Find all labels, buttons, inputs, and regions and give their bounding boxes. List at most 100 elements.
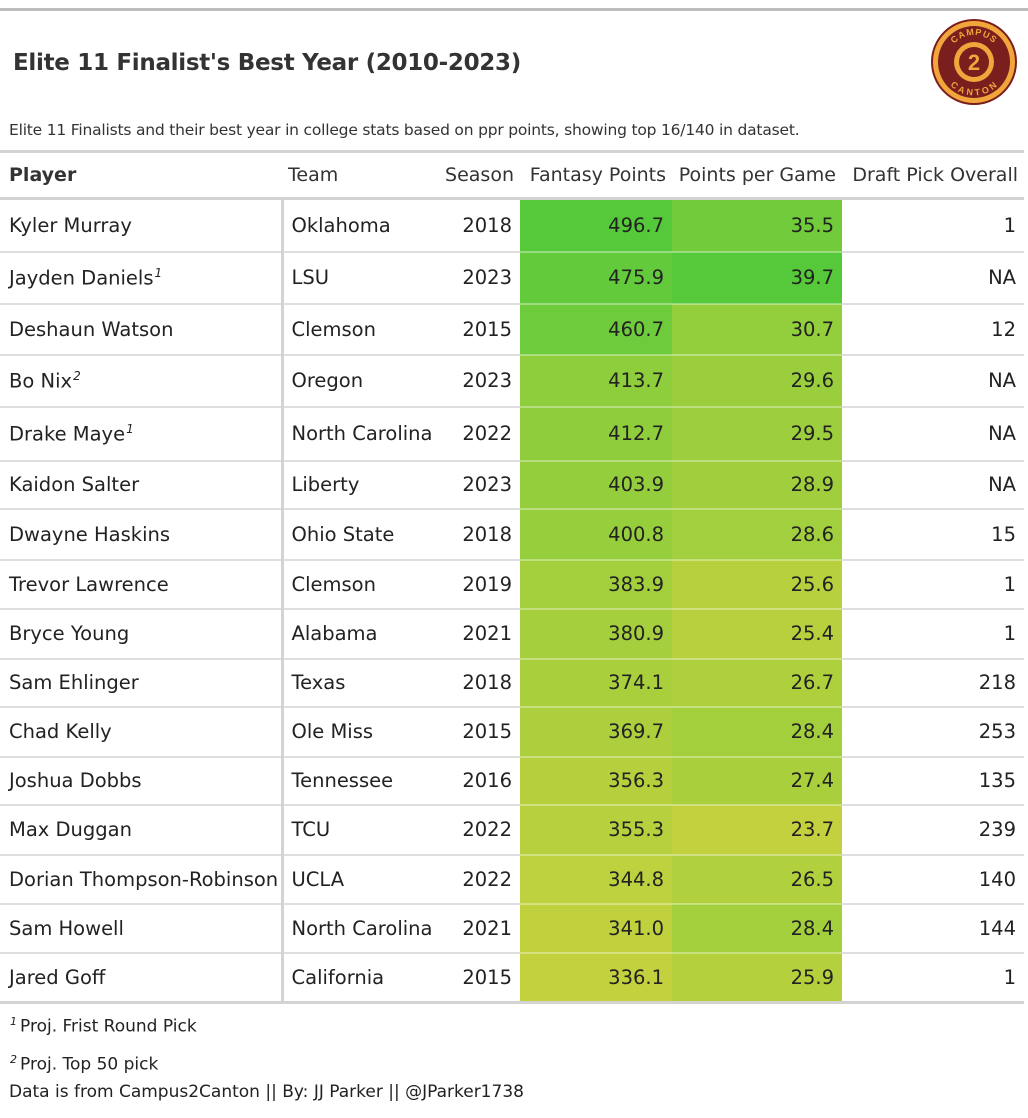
top-rule [0, 8, 1028, 11]
player-name: Dwayne Haskins [9, 522, 171, 546]
cell-draft-pick: 1 [842, 952, 1024, 1004]
cell-ppg-display: 25.6 [672, 559, 842, 610]
footnote-mark: 1 [10, 1015, 17, 1028]
cell-value: 341.0 [608, 916, 664, 940]
column-header-player: Player [0, 150, 282, 200]
column-header-season: Season [439, 150, 520, 200]
cell-season: 2023 [439, 251, 520, 305]
table-row: Bryce Young Alabama 2021 380.9 25.4 1 [0, 608, 1024, 660]
cell-value: NA [988, 266, 1016, 289]
table-row: Bo Nix2 Oregon 2023 413.7 29.6 NA [0, 354, 1024, 408]
footnotes: 1 Proj. Frist Round Pick 2 Proj. Top 50 pi… [9, 1008, 197, 1084]
chart-subtitle: Elite 11 Finalists and their best year i… [9, 121, 800, 139]
footnote-text: Proj. Top 50 pick [20, 1054, 159, 1075]
cell-player: Trevor Lawrence [0, 559, 284, 610]
table-row: Drake Maye1 North Carolina 2022 412.7 29.5 NA [0, 406, 1024, 462]
cell-fantasy-display: 383.9 [520, 559, 672, 610]
cell-team: Tennessee [282, 756, 439, 806]
cell-draft-pick: 15 [842, 508, 1024, 561]
cell-value: 2022 [462, 867, 512, 891]
cell-team: Ohio State [282, 508, 439, 561]
cell-season: 2019 [439, 559, 520, 610]
cell-ppg-display: 26.7 [672, 658, 842, 708]
cell-value: 344.8 [608, 867, 664, 891]
footnote: 1 Proj. Frist Round Pick [9, 1008, 197, 1046]
campus2canton-logo: 2 CAMPUS CANTON [931, 19, 1017, 105]
cell-draft-pick: 144 [842, 903, 1024, 954]
column-header-points-per-game: Points per Game [672, 150, 842, 200]
cell-value: Oklahoma [291, 213, 391, 237]
cell-fantasy-display: 460.7 [520, 303, 672, 356]
cell-draft-pick: 253 [842, 706, 1024, 758]
footnote: 2 Proj. Top 50 pick [9, 1046, 197, 1084]
footnote-marker: 1 [126, 421, 134, 436]
player-name: Deshaun Watson [9, 317, 174, 341]
cell-value: TCU [291, 818, 331, 841]
logo-numeral: 2 [968, 50, 980, 75]
player-name: Chad Kelly [9, 720, 112, 743]
cell-value: Oregon [291, 369, 364, 392]
cell-value: North Carolina [291, 422, 433, 445]
cell-value: 27.4 [790, 769, 834, 792]
cell-draft-pick: 135 [842, 756, 1024, 806]
cell-team: TCU [282, 804, 439, 856]
cell-player: Jayden Daniels1 [0, 251, 284, 305]
cell-fantasy-display: 400.8 [520, 508, 672, 561]
cell-value: 25.6 [790, 572, 834, 596]
column-header-fantasy-points: Fantasy Points [520, 150, 672, 200]
cell-value: 1 [1003, 572, 1016, 596]
cell-value: California [291, 965, 385, 989]
cell-player: Joshua Dobbs [0, 756, 284, 806]
source-caption: Data is from Campus2Canton || By: JJ Par… [9, 1082, 524, 1102]
cell-value: NA [988, 369, 1016, 392]
cell-player: Chad Kelly [0, 706, 284, 758]
cell-value: 369.7 [608, 720, 664, 743]
cell-value: 460.7 [608, 317, 664, 341]
cell-ppg-display: 25.9 [672, 952, 842, 1004]
cell-value: 403.9 [608, 473, 664, 496]
table-row: Deshaun Watson Clemson 2015 460.7 30.7 12 [0, 303, 1024, 356]
cell-value: 374.1 [608, 671, 664, 694]
cell-value: 25.4 [790, 622, 834, 645]
cell-team: North Carolina [282, 406, 439, 462]
cell-value: 2016 [462, 769, 512, 792]
cell-value: 400.8 [608, 522, 664, 546]
cell-draft-pick: NA [842, 251, 1024, 305]
player-name: Jayden Daniels [9, 266, 154, 290]
player-name: Sam Howell [9, 916, 124, 940]
cell-value: 2021 [462, 622, 512, 645]
cell-value: 2021 [462, 916, 512, 940]
column-header-draft-pick: Draft Pick Overall [842, 150, 1024, 200]
cell-draft-pick: 140 [842, 854, 1024, 905]
table-row: Max Duggan TCU 2022 355.3 23.7 239 [0, 804, 1024, 856]
cell-value: 29.6 [790, 369, 834, 392]
cell-player: Bryce Young [0, 608, 284, 660]
cell-player: Drake Maye1 [0, 406, 284, 462]
cell-value: 39.7 [790, 266, 834, 289]
table-row: Dwayne Haskins Ohio State 2018 400.8 28.6 15 [0, 508, 1024, 561]
cell-value: 35.5 [790, 213, 834, 237]
table-row: Joshua Dobbs Tennessee 2016 356.3 27.4 135 [0, 756, 1024, 806]
cell-season: 2023 [439, 354, 520, 408]
chart-title: Elite 11 Finalist's Best Year (2010-2023… [13, 50, 521, 76]
cell-value: 383.9 [608, 572, 664, 596]
cell-value: Ole Miss [291, 720, 374, 743]
cell-value: 2022 [462, 818, 512, 841]
cell-draft-pick: 1 [842, 198, 1024, 253]
cell-value: 2019 [462, 572, 512, 596]
player-name: Sam Ehlinger [9, 671, 139, 694]
cell-value: 1 [1003, 213, 1016, 237]
cell-value: 144 [978, 916, 1016, 940]
cell-season: 2022 [439, 406, 520, 462]
player-name: Jared Goff [9, 965, 106, 989]
cell-value: 135 [978, 769, 1016, 792]
cell-ppg-display: 25.4 [672, 608, 842, 660]
player-name: Bryce Young [9, 622, 130, 645]
cell-value: 23.7 [790, 818, 834, 841]
cell-team: Clemson [282, 559, 439, 610]
cell-ppg-display: 29.5 [672, 406, 842, 462]
cell-player: Bo Nix2 [0, 354, 284, 408]
cell-season: 2022 [439, 854, 520, 905]
cell-ppg-display: 26.5 [672, 854, 842, 905]
player-name: Kaidon Salter [9, 473, 140, 496]
